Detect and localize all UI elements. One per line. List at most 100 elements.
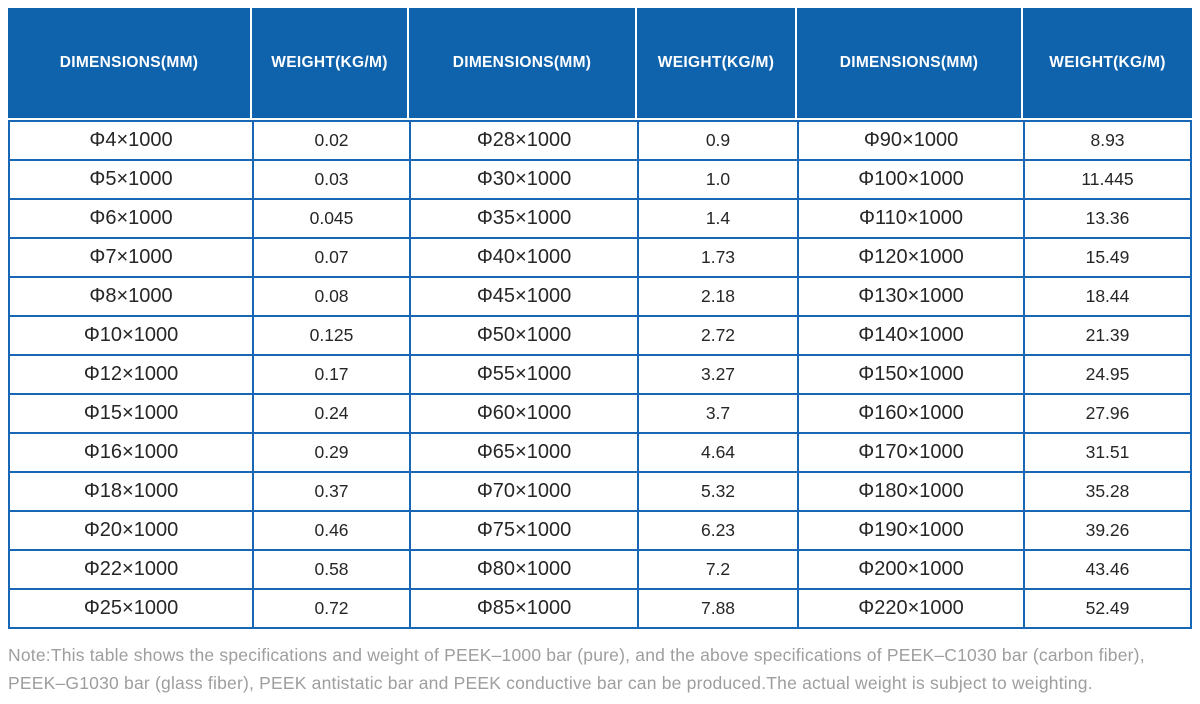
dimension-cell: Φ130×1000 bbox=[797, 276, 1023, 315]
column-header-dimensions: DIMENSIONS(MM) bbox=[8, 8, 252, 120]
note-line: Note:This table shows the specifications… bbox=[8, 645, 1145, 665]
weight-cell: 0.37 bbox=[252, 471, 409, 510]
table-row: Φ10×1000 0.125 Φ50×1000 2.72 Φ140×1000 21.39 bbox=[8, 315, 1192, 354]
weight-cell: 39.26 bbox=[1023, 510, 1192, 549]
dimension-cell: Φ35×1000 bbox=[409, 198, 637, 237]
column-header-dimensions: DIMENSIONS(MM) bbox=[797, 8, 1023, 120]
weight-cell: 31.51 bbox=[1023, 432, 1192, 471]
dimension-cell: Φ90×1000 bbox=[797, 120, 1023, 159]
table-row: Φ25×1000 0.72 Φ85×1000 7.88 Φ220×1000 52.49 bbox=[8, 588, 1192, 629]
weight-cell: 52.49 bbox=[1023, 588, 1192, 629]
table-row: Φ15×1000 0.24 Φ60×1000 3.7 Φ160×1000 27.96 bbox=[8, 393, 1192, 432]
dimension-cell: Φ75×1000 bbox=[409, 510, 637, 549]
weight-cell: 0.03 bbox=[252, 159, 409, 198]
weight-cell: 8.93 bbox=[1023, 120, 1192, 159]
dimension-cell: Φ7×1000 bbox=[8, 237, 252, 276]
weight-cell: 0.125 bbox=[252, 315, 409, 354]
dimension-cell: Φ190×1000 bbox=[797, 510, 1023, 549]
dimension-cell: Φ70×1000 bbox=[409, 471, 637, 510]
weight-cell: 1.73 bbox=[637, 237, 797, 276]
dimension-cell: Φ20×1000 bbox=[8, 510, 252, 549]
note-text: Note:This table shows the specifications… bbox=[8, 641, 1192, 697]
dimension-cell: Φ12×1000 bbox=[8, 354, 252, 393]
column-header-dimensions: DIMENSIONS(MM) bbox=[409, 8, 637, 120]
weight-cell: 4.64 bbox=[637, 432, 797, 471]
dimension-cell: Φ50×1000 bbox=[409, 315, 637, 354]
weight-cell: 7.2 bbox=[637, 549, 797, 588]
table-row: Φ8×1000 0.08 Φ45×1000 2.18 Φ130×1000 18.44 bbox=[8, 276, 1192, 315]
table-row: Φ18×1000 0.37 Φ70×1000 5.32 Φ180×1000 35.28 bbox=[8, 471, 1192, 510]
table-row: Φ4×1000 0.02 Φ28×1000 0.9 Φ90×1000 8.93 bbox=[8, 120, 1192, 159]
dimension-cell: Φ100×1000 bbox=[797, 159, 1023, 198]
weight-cell: 0.045 bbox=[252, 198, 409, 237]
dimension-cell: Φ30×1000 bbox=[409, 159, 637, 198]
weight-cell: 18.44 bbox=[1023, 276, 1192, 315]
table-row: Φ12×1000 0.17 Φ55×1000 3.27 Φ150×1000 24.95 bbox=[8, 354, 1192, 393]
table-row: Φ16×1000 0.29 Φ65×1000 4.64 Φ170×1000 31.51 bbox=[8, 432, 1192, 471]
dimension-cell: Φ200×1000 bbox=[797, 549, 1023, 588]
weight-cell: 7.88 bbox=[637, 588, 797, 629]
dimension-cell: Φ28×1000 bbox=[409, 120, 637, 159]
dimension-cell: Φ10×1000 bbox=[8, 315, 252, 354]
dimension-cell: Φ160×1000 bbox=[797, 393, 1023, 432]
column-header-weight: WEIGHT(KG/M) bbox=[1023, 8, 1192, 120]
spec-table: DIMENSIONS(MM) WEIGHT(KG/M) DIMENSIONS(M… bbox=[8, 8, 1192, 629]
dimension-cell: Φ6×1000 bbox=[8, 198, 252, 237]
dimension-cell: Φ80×1000 bbox=[409, 549, 637, 588]
weight-cell: 2.72 bbox=[637, 315, 797, 354]
dimension-cell: Φ45×1000 bbox=[409, 276, 637, 315]
dimension-cell: Φ60×1000 bbox=[409, 393, 637, 432]
table-row: Φ22×1000 0.58 Φ80×1000 7.2 Φ200×1000 43.46 bbox=[8, 549, 1192, 588]
dimension-cell: Φ220×1000 bbox=[797, 588, 1023, 629]
dimension-cell: Φ150×1000 bbox=[797, 354, 1023, 393]
dimension-cell: Φ18×1000 bbox=[8, 471, 252, 510]
dimension-cell: Φ55×1000 bbox=[409, 354, 637, 393]
dimension-cell: Φ180×1000 bbox=[797, 471, 1023, 510]
table-row: Φ5×1000 0.03 Φ30×1000 1.0 Φ100×1000 11.445 bbox=[8, 159, 1192, 198]
dimension-cell: Φ22×1000 bbox=[8, 549, 252, 588]
weight-cell: 21.39 bbox=[1023, 315, 1192, 354]
weight-cell: 0.24 bbox=[252, 393, 409, 432]
weight-cell: 15.49 bbox=[1023, 237, 1192, 276]
dimension-cell: Φ40×1000 bbox=[409, 237, 637, 276]
weight-cell: 0.9 bbox=[637, 120, 797, 159]
table-row: Φ7×1000 0.07 Φ40×1000 1.73 Φ120×1000 15.49 bbox=[8, 237, 1192, 276]
dimension-cell: Φ8×1000 bbox=[8, 276, 252, 315]
weight-cell: 3.7 bbox=[637, 393, 797, 432]
dimension-cell: Φ16×1000 bbox=[8, 432, 252, 471]
weight-cell: 0.08 bbox=[252, 276, 409, 315]
weight-cell: 0.58 bbox=[252, 549, 409, 588]
weight-cell: 27.96 bbox=[1023, 393, 1192, 432]
weight-cell: 11.445 bbox=[1023, 159, 1192, 198]
weight-cell: 24.95 bbox=[1023, 354, 1192, 393]
dimension-cell: Φ15×1000 bbox=[8, 393, 252, 432]
table-row: Φ6×1000 0.045 Φ35×1000 1.4 Φ110×1000 13.36 bbox=[8, 198, 1192, 237]
weight-cell: 6.23 bbox=[637, 510, 797, 549]
dimension-cell: Φ65×1000 bbox=[409, 432, 637, 471]
table-header-row: DIMENSIONS(MM) WEIGHT(KG/M) DIMENSIONS(M… bbox=[8, 8, 1192, 120]
dimension-cell: Φ120×1000 bbox=[797, 237, 1023, 276]
dimension-cell: Φ5×1000 bbox=[8, 159, 252, 198]
weight-cell: 0.46 bbox=[252, 510, 409, 549]
weight-cell: 0.72 bbox=[252, 588, 409, 629]
weight-cell: 0.17 bbox=[252, 354, 409, 393]
weight-cell: 2.18 bbox=[637, 276, 797, 315]
weight-cell: 43.46 bbox=[1023, 549, 1192, 588]
weight-cell: 1.0 bbox=[637, 159, 797, 198]
weight-cell: 5.32 bbox=[637, 471, 797, 510]
dimension-cell: Φ170×1000 bbox=[797, 432, 1023, 471]
dimension-cell: Φ85×1000 bbox=[409, 588, 637, 629]
weight-cell: 0.07 bbox=[252, 237, 409, 276]
column-header-weight: WEIGHT(KG/M) bbox=[637, 8, 797, 120]
dimension-cell: Φ25×1000 bbox=[8, 588, 252, 629]
weight-cell: 3.27 bbox=[637, 354, 797, 393]
table-row: Φ20×1000 0.46 Φ75×1000 6.23 Φ190×1000 39.26 bbox=[8, 510, 1192, 549]
dimension-cell: Φ140×1000 bbox=[797, 315, 1023, 354]
weight-cell: 0.02 bbox=[252, 120, 409, 159]
weight-cell: 1.4 bbox=[637, 198, 797, 237]
column-header-weight: WEIGHT(KG/M) bbox=[252, 8, 409, 120]
weight-cell: 13.36 bbox=[1023, 198, 1192, 237]
note-line: PEEK–G1030 bar (glass fiber), PEEK antis… bbox=[8, 673, 1093, 693]
weight-cell: 35.28 bbox=[1023, 471, 1192, 510]
